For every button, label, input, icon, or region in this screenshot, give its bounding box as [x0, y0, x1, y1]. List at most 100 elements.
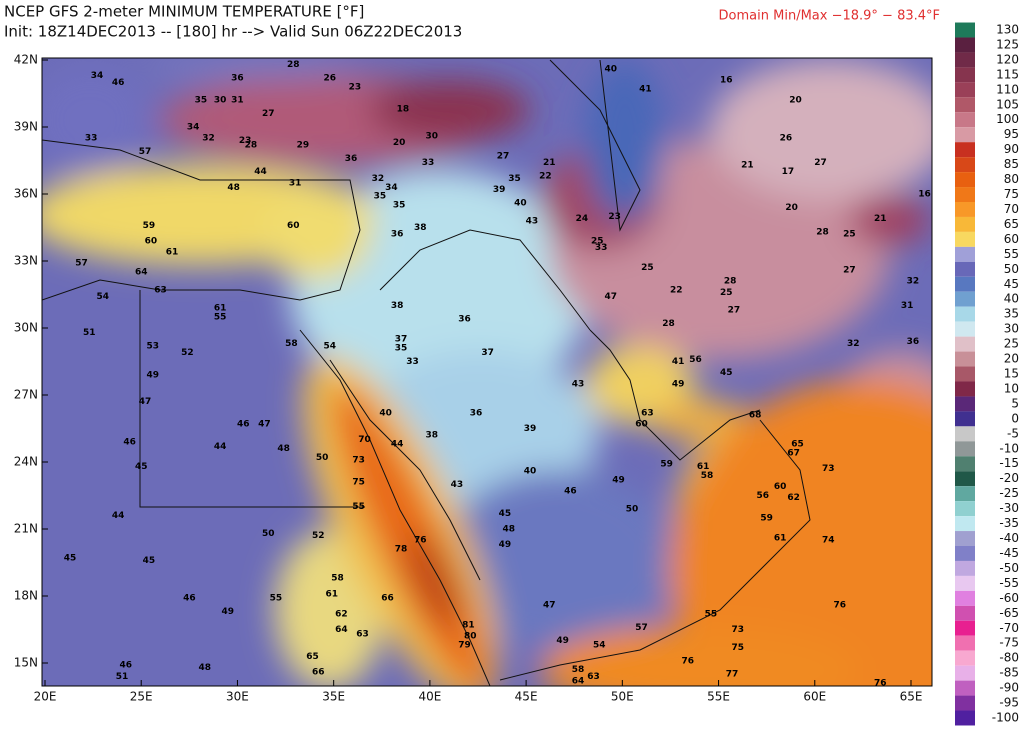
lon-tick-label: 65E [900, 690, 923, 704]
colorbar-label: -45 [999, 546, 1019, 560]
colorbar-cell [955, 411, 975, 427]
colorbar-label: -75 [999, 636, 1019, 650]
point-value: 54 [96, 292, 109, 302]
point-value: 62 [335, 609, 348, 619]
colorbar-cell [955, 321, 975, 337]
colorbar-cell [955, 710, 975, 726]
point-value: 28 [245, 140, 258, 150]
point-value: 32 [847, 339, 860, 349]
point-value: 32 [907, 277, 920, 287]
colorbar-cell [955, 37, 975, 53]
colorbar-label: -35 [999, 516, 1019, 530]
point-value: 64 [135, 268, 148, 278]
point-value: 76 [414, 536, 427, 546]
colorbar-cell [955, 231, 975, 247]
point-value: 30 [214, 96, 227, 106]
point-value: 25 [720, 288, 733, 298]
point-value: 39 [524, 424, 537, 434]
point-value: 22 [670, 286, 683, 296]
colorbar-cell [955, 396, 975, 412]
point-value: 55 [214, 312, 227, 322]
point-value: 33 [422, 158, 435, 168]
point-value: 16 [918, 190, 931, 200]
point-value: 54 [324, 341, 337, 351]
lon-tick-label: 20E [34, 690, 57, 704]
point-value: 27 [843, 265, 856, 275]
lat-tick-label: 27N [14, 388, 38, 402]
point-values: 60 59 60 57 64 54 51 53 52 49 47 46 44 46 47 48 50 45 44 45… [64, 60, 931, 686]
point-value: 25 [591, 236, 604, 246]
point-value: 63 [356, 629, 369, 639]
colorbar-cell [955, 97, 975, 113]
colorbar-label: -50 [999, 561, 1019, 575]
point-value: 27 [262, 109, 275, 119]
colorbar-cell [955, 501, 975, 517]
point-value: 35 [195, 96, 208, 106]
point-value: 31 [231, 96, 244, 106]
point-value: 75 [732, 643, 745, 653]
point-value: 36 [345, 154, 358, 164]
point-value: 61 [166, 248, 179, 258]
point-value: 34 [91, 71, 104, 81]
point-value: 49 [147, 370, 160, 380]
point-value: 26 [780, 134, 793, 144]
colorbar-cell [955, 246, 975, 262]
point-value: 74 [822, 536, 835, 546]
colorbar-label: 5 [1011, 396, 1019, 410]
point-value: 49 [612, 475, 625, 485]
lon-tick-label: 50E [611, 690, 634, 704]
point-value: 17 [782, 167, 795, 177]
point-value: 23 [608, 212, 621, 222]
point-value: 36 [231, 73, 244, 83]
point-value: 34 [385, 183, 398, 193]
colorbar-label: 85 [1004, 157, 1019, 171]
point-value: 27 [497, 152, 510, 162]
point-value: 31 [901, 301, 914, 311]
point-value: 60 [145, 236, 158, 246]
lon-tick-label: 40E [418, 690, 441, 704]
point-value: 50 [626, 504, 639, 514]
point-value: 63 [154, 286, 167, 296]
point-value: 47 [605, 292, 618, 302]
point-value: 58 [572, 665, 585, 675]
point-value: 46 [183, 594, 196, 604]
point-value: 48 [277, 444, 290, 454]
point-value: 51 [83, 328, 96, 338]
colorbar-label: 90 [1004, 142, 1019, 156]
colorbar-label: 110 [996, 82, 1019, 96]
point-value: 41 [672, 357, 685, 367]
colorbar-cell [955, 336, 975, 352]
point-value: 36 [458, 315, 471, 325]
colorbar-label: 35 [1004, 307, 1019, 321]
subtitle: Init: 18Z14DEC2013 -- [180] hr --> Valid… [4, 23, 462, 41]
colorbar-cell [955, 516, 975, 532]
colorbar-cell [955, 590, 975, 606]
domain-minmax: Domain Min/Max −18.9° − 83.4°F [719, 9, 940, 24]
point-value: 70 [358, 435, 371, 445]
point-value: 18 [397, 105, 410, 115]
point-value: 20 [789, 96, 802, 106]
colorbar-cell [955, 127, 975, 143]
point-value: 32 [202, 134, 215, 144]
point-value: 40 [524, 466, 537, 476]
colorbar-label: -100 [992, 711, 1019, 725]
lat-tick-label: 42N [14, 53, 38, 67]
colorbar-label: 65 [1004, 217, 1019, 231]
point-value: 60 [774, 482, 787, 492]
colorbar-label: 105 [996, 97, 1019, 111]
colorbar-label: 10 [1004, 381, 1019, 395]
point-value: 52 [181, 348, 194, 358]
point-value: 36 [470, 408, 483, 418]
colorbar-label: -80 [999, 651, 1019, 665]
lon-tick-label: 45E [515, 690, 538, 704]
point-value: 46 [120, 661, 133, 671]
point-value: 53 [147, 341, 160, 351]
point-value: 61 [774, 533, 787, 543]
point-value: 79 [458, 641, 471, 651]
point-value: 52 [312, 531, 325, 541]
point-value: 20 [785, 203, 798, 213]
point-value: 21 [741, 160, 754, 170]
point-value: 55 [352, 502, 365, 512]
point-value: 76 [681, 656, 694, 666]
